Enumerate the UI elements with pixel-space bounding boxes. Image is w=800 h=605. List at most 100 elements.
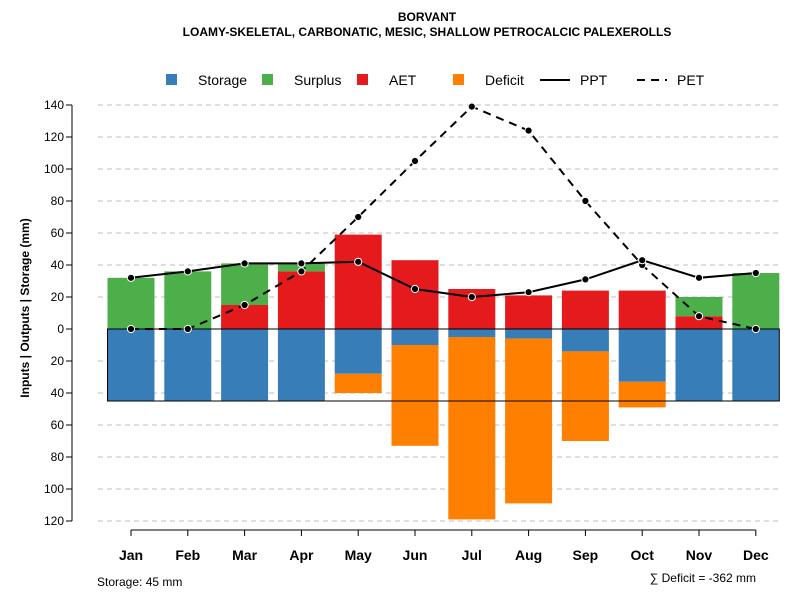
pet-point (751, 324, 760, 334)
pet-point (240, 300, 249, 310)
storage-bar (277, 329, 325, 401)
y-tick-label: 100 (44, 162, 64, 176)
deficit-bar (334, 373, 382, 393)
pet-point (126, 324, 136, 334)
deficit-bar (391, 345, 439, 446)
chart-title: BORVANT (398, 10, 457, 24)
aet-bar (391, 260, 439, 329)
storage-bar (221, 329, 269, 401)
storage-bar (391, 329, 439, 345)
month-label-apr: Apr (289, 547, 314, 563)
y-tick-label: 100 (44, 482, 64, 496)
chart-legend: Storage Surplus AET Deficit PPT PET (166, 72, 705, 88)
legend-label-surplus: Surplus (294, 72, 341, 88)
surplus-bar (164, 271, 212, 329)
storage-bar (618, 329, 666, 382)
y-tick-label: 40 (51, 258, 65, 272)
month-label-may: May (345, 547, 372, 563)
legend-swatch-storage (166, 74, 177, 85)
ppt-point (297, 259, 306, 268)
month-label-oct: Oct (631, 547, 655, 563)
aet-bar (277, 271, 325, 329)
ppt-line (130, 259, 756, 299)
aet-bar (618, 290, 666, 329)
aet-bar (505, 295, 553, 329)
deficit-bar (505, 338, 553, 504)
pet-point (524, 126, 533, 135)
surplus-bar (732, 273, 780, 329)
axes-layer: 140 120 100 80 60 40 20 0 20 40 60 80 100 120 Jan Feb Ma… (44, 98, 769, 563)
y-tick-label: 20 (51, 354, 65, 368)
pet-point (297, 267, 306, 276)
legend-label-storage: Storage (198, 72, 247, 88)
ppt-point (183, 267, 192, 276)
ppt-point (638, 256, 647, 265)
aet-bar (334, 234, 382, 329)
y-tick-label: 80 (51, 450, 65, 464)
aet-bar (561, 290, 609, 329)
legend-label-deficit: Deficit (485, 72, 524, 88)
y-tick-label: 60 (51, 418, 65, 432)
ppt-point (694, 273, 704, 282)
y-tick-label: 40 (51, 386, 65, 400)
pet-point (694, 312, 704, 321)
month-label-jun: Jun (403, 547, 428, 563)
month-label-dec: Dec (743, 547, 769, 563)
ppt-point (751, 268, 760, 278)
deficit-bar (561, 351, 609, 441)
storage-footer: Storage: 45 mm (97, 575, 182, 589)
y-tick-label: 0 (57, 322, 64, 336)
ppt-point (467, 292, 476, 302)
pet-point (581, 196, 590, 206)
y-tick-label: 120 (44, 130, 64, 144)
ppt-point (410, 284, 420, 294)
storage-bar (164, 329, 212, 401)
lines-layer (126, 102, 760, 334)
y-tick-label: 60 (51, 226, 65, 240)
pet-line (131, 105, 757, 330)
grid-lines (98, 104, 780, 522)
ppt-point (354, 257, 363, 266)
storage-bar (448, 329, 496, 337)
ppt-point (126, 273, 136, 282)
month-label-jan: Jan (119, 547, 143, 563)
month-label-mar: Mar (232, 547, 257, 563)
month-label-feb: Feb (175, 547, 200, 563)
storage-bar (107, 329, 155, 401)
legend-swatch-surplus (262, 74, 273, 85)
pet-point (410, 156, 420, 166)
surplus-bar (221, 263, 269, 305)
pet-point (354, 212, 363, 222)
ppt-point (240, 259, 249, 268)
ppt-point (524, 288, 533, 297)
storage-bar (561, 329, 609, 352)
storage-bar (505, 329, 553, 339)
ppt-point (581, 275, 590, 284)
pet-point (467, 102, 476, 111)
storage-bar (334, 329, 382, 374)
y-axis-label: Inputs | Outputs | Storage (mm) (18, 218, 32, 397)
legend-swatch-aet (357, 74, 368, 85)
bars-layer (107, 234, 780, 520)
deficit-bar (618, 381, 666, 408)
deficit-bar (448, 337, 496, 520)
y-tick-label: 20 (51, 290, 65, 304)
legend-label-pet: PET (677, 72, 705, 88)
month-label-aug: Aug (515, 547, 542, 563)
legend-label-aet: AET (389, 72, 417, 88)
deficit-footer: ∑ Deficit = -362 mm (650, 571, 756, 585)
legend-swatch-deficit (453, 74, 464, 85)
month-label-sep: Sep (573, 547, 599, 563)
pet-point (183, 324, 192, 334)
storage-bar (732, 329, 780, 401)
y-tick-label: 120 (44, 514, 64, 528)
y-tick-label: 140 (44, 98, 64, 112)
storage-bar (675, 329, 723, 401)
month-label-nov: Nov (686, 547, 713, 563)
surplus-bar (675, 297, 723, 317)
surplus-bar (107, 277, 155, 329)
y-tick-label: 80 (51, 194, 65, 208)
month-label-jul: Jul (462, 547, 482, 563)
chart-subtitle: LOAMY-SKELETAL, CARBONATIC, MESIC, SHALL… (183, 25, 672, 39)
